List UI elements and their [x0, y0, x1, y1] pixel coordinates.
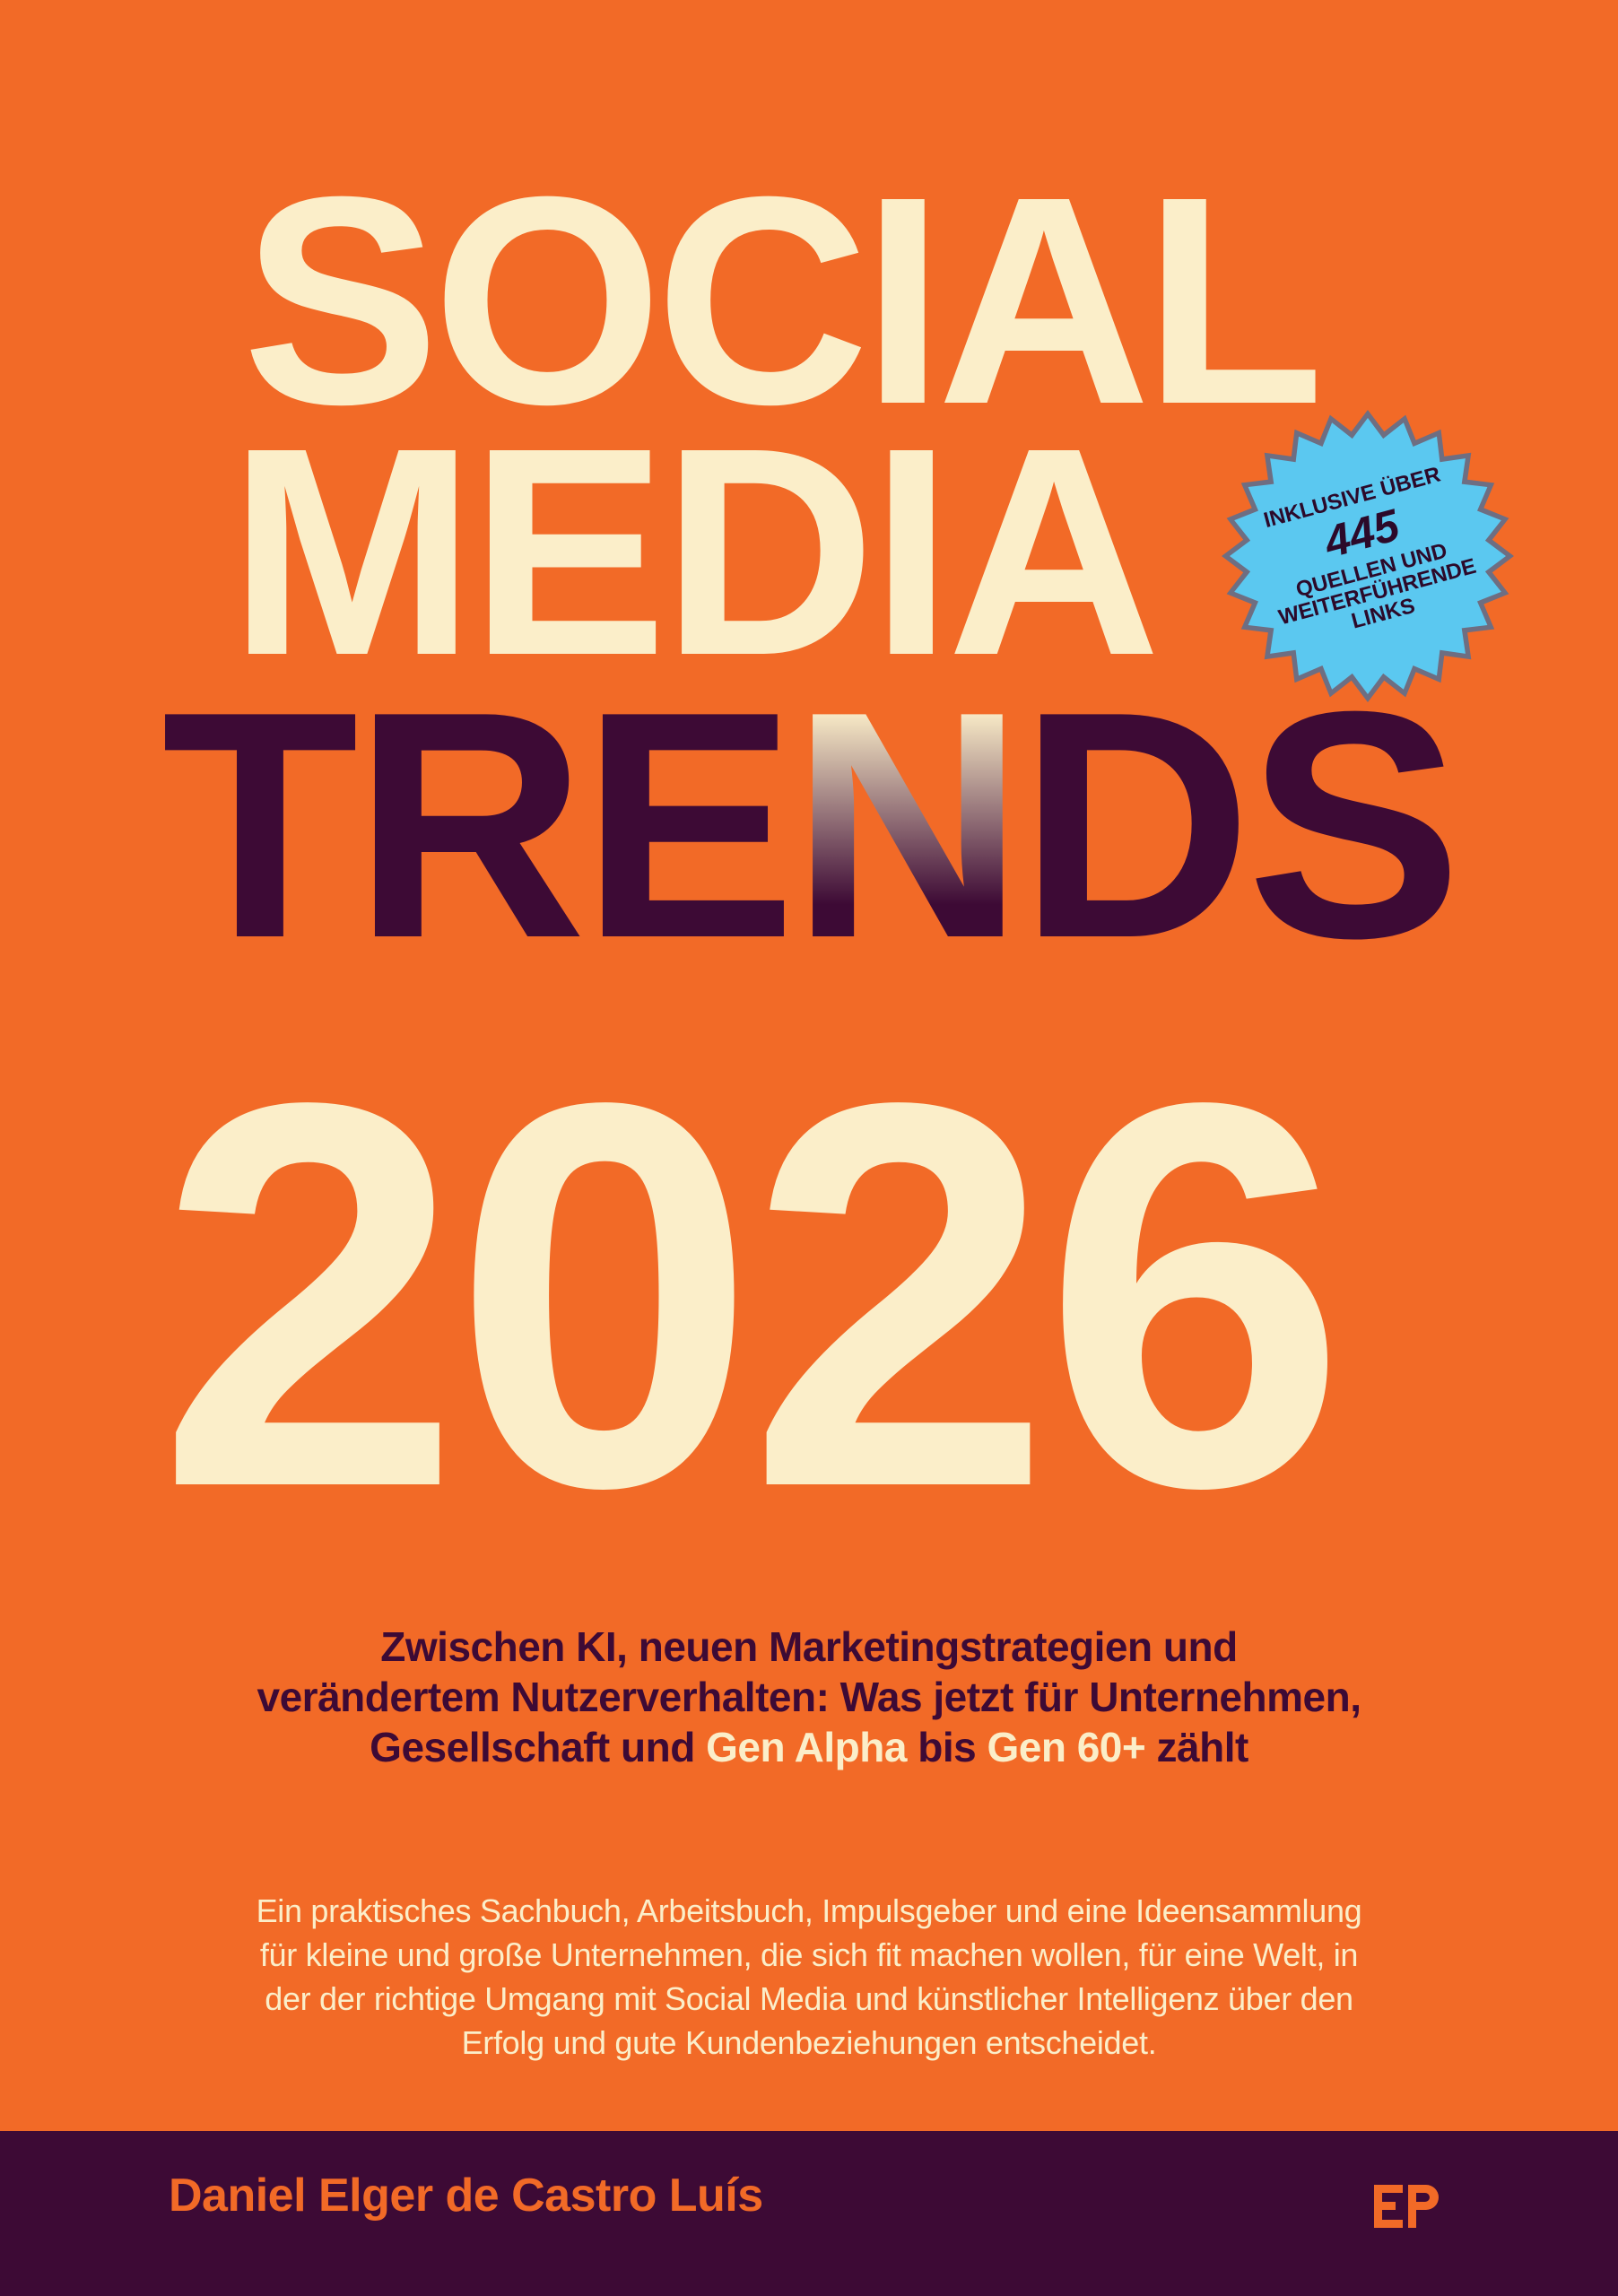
footer-bar: Daniel Elger de Castro Luís	[0, 2131, 1618, 2296]
sources-badge: INKLUSIVE ÜBER 445 QUELLEN UND WEITERFÜH…	[1220, 408, 1516, 704]
subtitle-line-2: verändertem Nutzerverhalten: Was jetzt f…	[257, 1674, 1361, 1720]
title-trends-part-1: TRE	[161, 645, 796, 1005]
title-trends-part-2: DS	[1018, 645, 1462, 1005]
subtitle-line-3: Gesellschaft und Gen Alpha bis Gen 60+ z…	[170, 1722, 1448, 1772]
title-trends-gradient-letter: N	[791, 645, 1024, 1005]
title-trends: TRENDS	[161, 664, 1462, 987]
ep-logo-icon	[1374, 2185, 1439, 2228]
blurb-line-1: Ein praktisches Sachbuch, Arbeitsbuch, I…	[256, 1892, 1362, 1929]
blurb: Ein praktisches Sachbuch, Arbeitsbuch, I…	[161, 1889, 1457, 2065]
starburst-badge-icon	[1222, 410, 1514, 702]
subtitle: Zwischen KI, neuen Marketingstrategien u…	[170, 1622, 1448, 1772]
blurb-line-4: Erfolg und gute Kundenbeziehungen entsch…	[461, 2024, 1157, 2061]
title-year: 2026	[157, 990, 1347, 1601]
blurb-line-3: der der richtige Umgang mit Social Media…	[265, 1980, 1353, 2017]
subtitle-text: zählt	[1145, 1724, 1249, 1770]
author-name: Daniel Elger de Castro Luís	[169, 2170, 763, 2222]
title-social: SOCIAL	[242, 135, 1325, 465]
subtitle-line-1: Zwischen KI, neuen Marketingstrategien u…	[380, 1623, 1238, 1670]
blurb-line-2: für kleine und große Unternehmen, die si…	[259, 1936, 1359, 1973]
title-media: MEDIA	[229, 386, 1161, 717]
subtitle-text: bis	[906, 1724, 987, 1770]
subtitle-highlight-gen-alpha: Gen Alpha	[706, 1724, 907, 1770]
subtitle-highlight-gen-60: Gen 60+	[987, 1724, 1146, 1770]
subtitle-text: Gesellschaft und	[370, 1724, 707, 1770]
